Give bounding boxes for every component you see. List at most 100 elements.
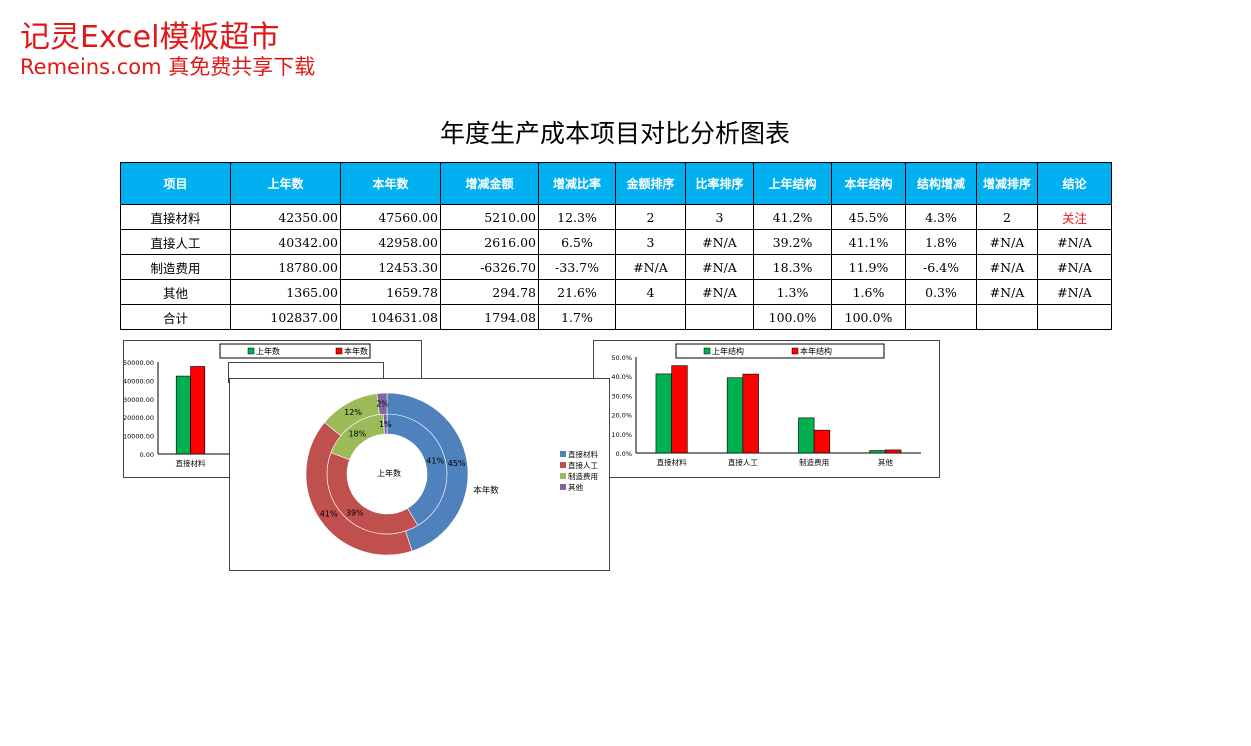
- table-cell[interactable]: #N/A: [615, 254, 686, 280]
- amount-chart-ytick-label: 20000.00: [124, 414, 154, 422]
- table-header-cell[interactable]: 结论: [1037, 162, 1112, 205]
- table-row: 其他 1365.00 1659.78 294.78 21.6% 4 #N/A 1.3% 1.6%…: [120, 279, 1112, 305]
- table-cell[interactable]: 47560.00: [340, 204, 441, 230]
- table-cell[interactable]: 关注: [1037, 204, 1112, 230]
- table-cell[interactable]: -33.7%: [538, 254, 616, 280]
- table-cell[interactable]: 18.3%: [753, 254, 832, 280]
- doughnut-data-label: 18%: [348, 430, 366, 439]
- table-cell[interactable]: [685, 304, 754, 330]
- table-cell[interactable]: 合计: [120, 304, 231, 330]
- table-cell[interactable]: 制造费用: [120, 254, 231, 280]
- doughnut-legend-swatch: [560, 473, 566, 479]
- table-cell[interactable]: 100.0%: [753, 304, 832, 330]
- table-cell[interactable]: 40342.00: [230, 229, 341, 255]
- structure-chart-bar: [726, 377, 744, 454]
- doughnut-legend-label: 直接人工: [568, 460, 598, 470]
- structure-chart-xtick-label: 制造费用: [799, 457, 829, 467]
- table-cell[interactable]: #N/A: [1037, 254, 1112, 280]
- structure-bar-chart-panel[interactable]: 上年结构 本年结构 0.0% 10.0% 20.0% 30.0% 40.0% 50.0% 直接材…: [593, 340, 940, 478]
- table-header-cell[interactable]: 本年结构: [831, 162, 906, 205]
- structure-bar-chart: 上年结构 本年结构 0.0% 10.0% 20.0% 30.0% 40.0% 50.0% 直接材…: [611, 343, 921, 467]
- table-cell[interactable]: 1794.08: [440, 304, 539, 330]
- table-cell[interactable]: 1365.00: [230, 279, 341, 305]
- table-cell[interactable]: #N/A: [1037, 229, 1112, 255]
- table-cell[interactable]: 11.9%: [831, 254, 906, 280]
- table-cell[interactable]: 3: [615, 229, 686, 255]
- structure-chart-ytick-label: 40.0%: [611, 373, 632, 381]
- table-cell[interactable]: 2616.00: [440, 229, 539, 255]
- table-cell[interactable]: 其他: [120, 279, 231, 305]
- table-cell[interactable]: 41.1%: [831, 229, 906, 255]
- table-cell[interactable]: [905, 304, 977, 330]
- table-header-cell[interactable]: 增减比率: [538, 162, 616, 205]
- table-header-cell[interactable]: 上年结构: [753, 162, 832, 205]
- table-cell[interactable]: 12453.30: [340, 254, 441, 280]
- table-cell[interactable]: 104631.08: [340, 304, 441, 330]
- structure-chart-ytick-label: 20.0%: [611, 412, 632, 420]
- table-cell[interactable]: 42958.00: [340, 229, 441, 255]
- doughnut-inner-series-label: 上年数: [377, 468, 401, 478]
- structure-chart-bar: [798, 417, 815, 454]
- doughnut-legend-label: 其他: [568, 482, 583, 492]
- table-cell[interactable]: #N/A: [976, 229, 1038, 255]
- table-cell[interactable]: 3: [685, 204, 754, 230]
- amount-chart-ytick-label: 50000.00: [124, 359, 154, 367]
- table-cell[interactable]: 5210.00: [440, 204, 539, 230]
- table-header-cell[interactable]: 上年数: [230, 162, 341, 205]
- structure-chart-legend-swatch: [791, 347, 799, 355]
- table-cell[interactable]: 39.2%: [753, 229, 832, 255]
- table-cell[interactable]: 1.8%: [905, 229, 977, 255]
- structure-chart-xtick-label: 直接材料: [657, 457, 687, 467]
- watermark-subtitle: Remeins.com 真免费共享下载: [20, 55, 316, 79]
- table-cell[interactable]: 100.0%: [831, 304, 906, 330]
- table-cell[interactable]: [976, 304, 1038, 330]
- table-header-cell[interactable]: 金额排序: [615, 162, 686, 205]
- doughnut-chart-panel[interactable]: 41% 39% 18% 1% 45% 41% 12% 2% 上年数 本年数 直接材料 直接人工 制造费用…: [229, 378, 610, 571]
- table-header-cell[interactable]: 增减金额: [440, 162, 539, 205]
- table-cell[interactable]: #N/A: [976, 254, 1038, 280]
- doughnut-data-label: 41%: [426, 457, 444, 466]
- table-cell[interactable]: 42350.00: [230, 204, 341, 230]
- table-cell[interactable]: 直接人工: [120, 229, 231, 255]
- table-cell[interactable]: 1.3%: [753, 279, 832, 305]
- doughnut-legend-swatch: [560, 462, 566, 468]
- table-cell[interactable]: 1.6%: [831, 279, 906, 305]
- table-cell[interactable]: #N/A: [1037, 279, 1112, 305]
- table-cell[interactable]: 直接材料: [120, 204, 231, 230]
- table-cell[interactable]: 102837.00: [230, 304, 341, 330]
- table-cell[interactable]: 12.3%: [538, 204, 616, 230]
- table-cell[interactable]: 294.78: [440, 279, 539, 305]
- table-header-cell[interactable]: 项目: [120, 162, 231, 205]
- table-cell[interactable]: 1659.78: [340, 279, 441, 305]
- table-cell[interactable]: 6.5%: [538, 229, 616, 255]
- table-cell[interactable]: #N/A: [685, 279, 754, 305]
- table-cell[interactable]: -6.4%: [905, 254, 977, 280]
- table-cell[interactable]: 2: [615, 204, 686, 230]
- table-cell[interactable]: [615, 304, 686, 330]
- table-cell[interactable]: [1037, 304, 1112, 330]
- table-header-cell[interactable]: 本年数: [340, 162, 441, 205]
- table-cell[interactable]: -6326.70: [440, 254, 539, 280]
- table-header-cell[interactable]: 增减排序: [976, 162, 1038, 205]
- amount-chart-ytick-label: 0.00: [140, 451, 154, 459]
- table-row: 直接材料 42350.00 47560.00 5210.00 12.3% 2 3 41.2% 4…: [120, 204, 1112, 230]
- table-header-cell[interactable]: 比率排序: [685, 162, 754, 205]
- table-cell[interactable]: 1.7%: [538, 304, 616, 330]
- table-cell[interactable]: 0.3%: [905, 279, 977, 305]
- doughnut-legend-label: 直接材料: [568, 449, 598, 459]
- structure-chart-ytick-label: 10.0%: [611, 431, 632, 439]
- table-cell[interactable]: 4: [615, 279, 686, 305]
- table-cell[interactable]: 21.6%: [538, 279, 616, 305]
- table-header-cell[interactable]: 结构增减: [905, 162, 977, 205]
- table-row: 合计 102837.00 104631.08 1794.08 1.7% 100.0% 100…: [120, 304, 1112, 330]
- table-cell[interactable]: 4.3%: [905, 204, 977, 230]
- table-cell[interactable]: #N/A: [976, 279, 1038, 305]
- table-cell[interactable]: 18780.00: [230, 254, 341, 280]
- table-cell[interactable]: #N/A: [685, 229, 754, 255]
- table-cell[interactable]: #N/A: [685, 254, 754, 280]
- table-cell[interactable]: 41.2%: [753, 204, 832, 230]
- table-cell[interactable]: 2: [976, 204, 1038, 230]
- page-title: 年度生产成本项目对比分析图表: [439, 119, 790, 148]
- table-cell[interactable]: 45.5%: [831, 204, 906, 230]
